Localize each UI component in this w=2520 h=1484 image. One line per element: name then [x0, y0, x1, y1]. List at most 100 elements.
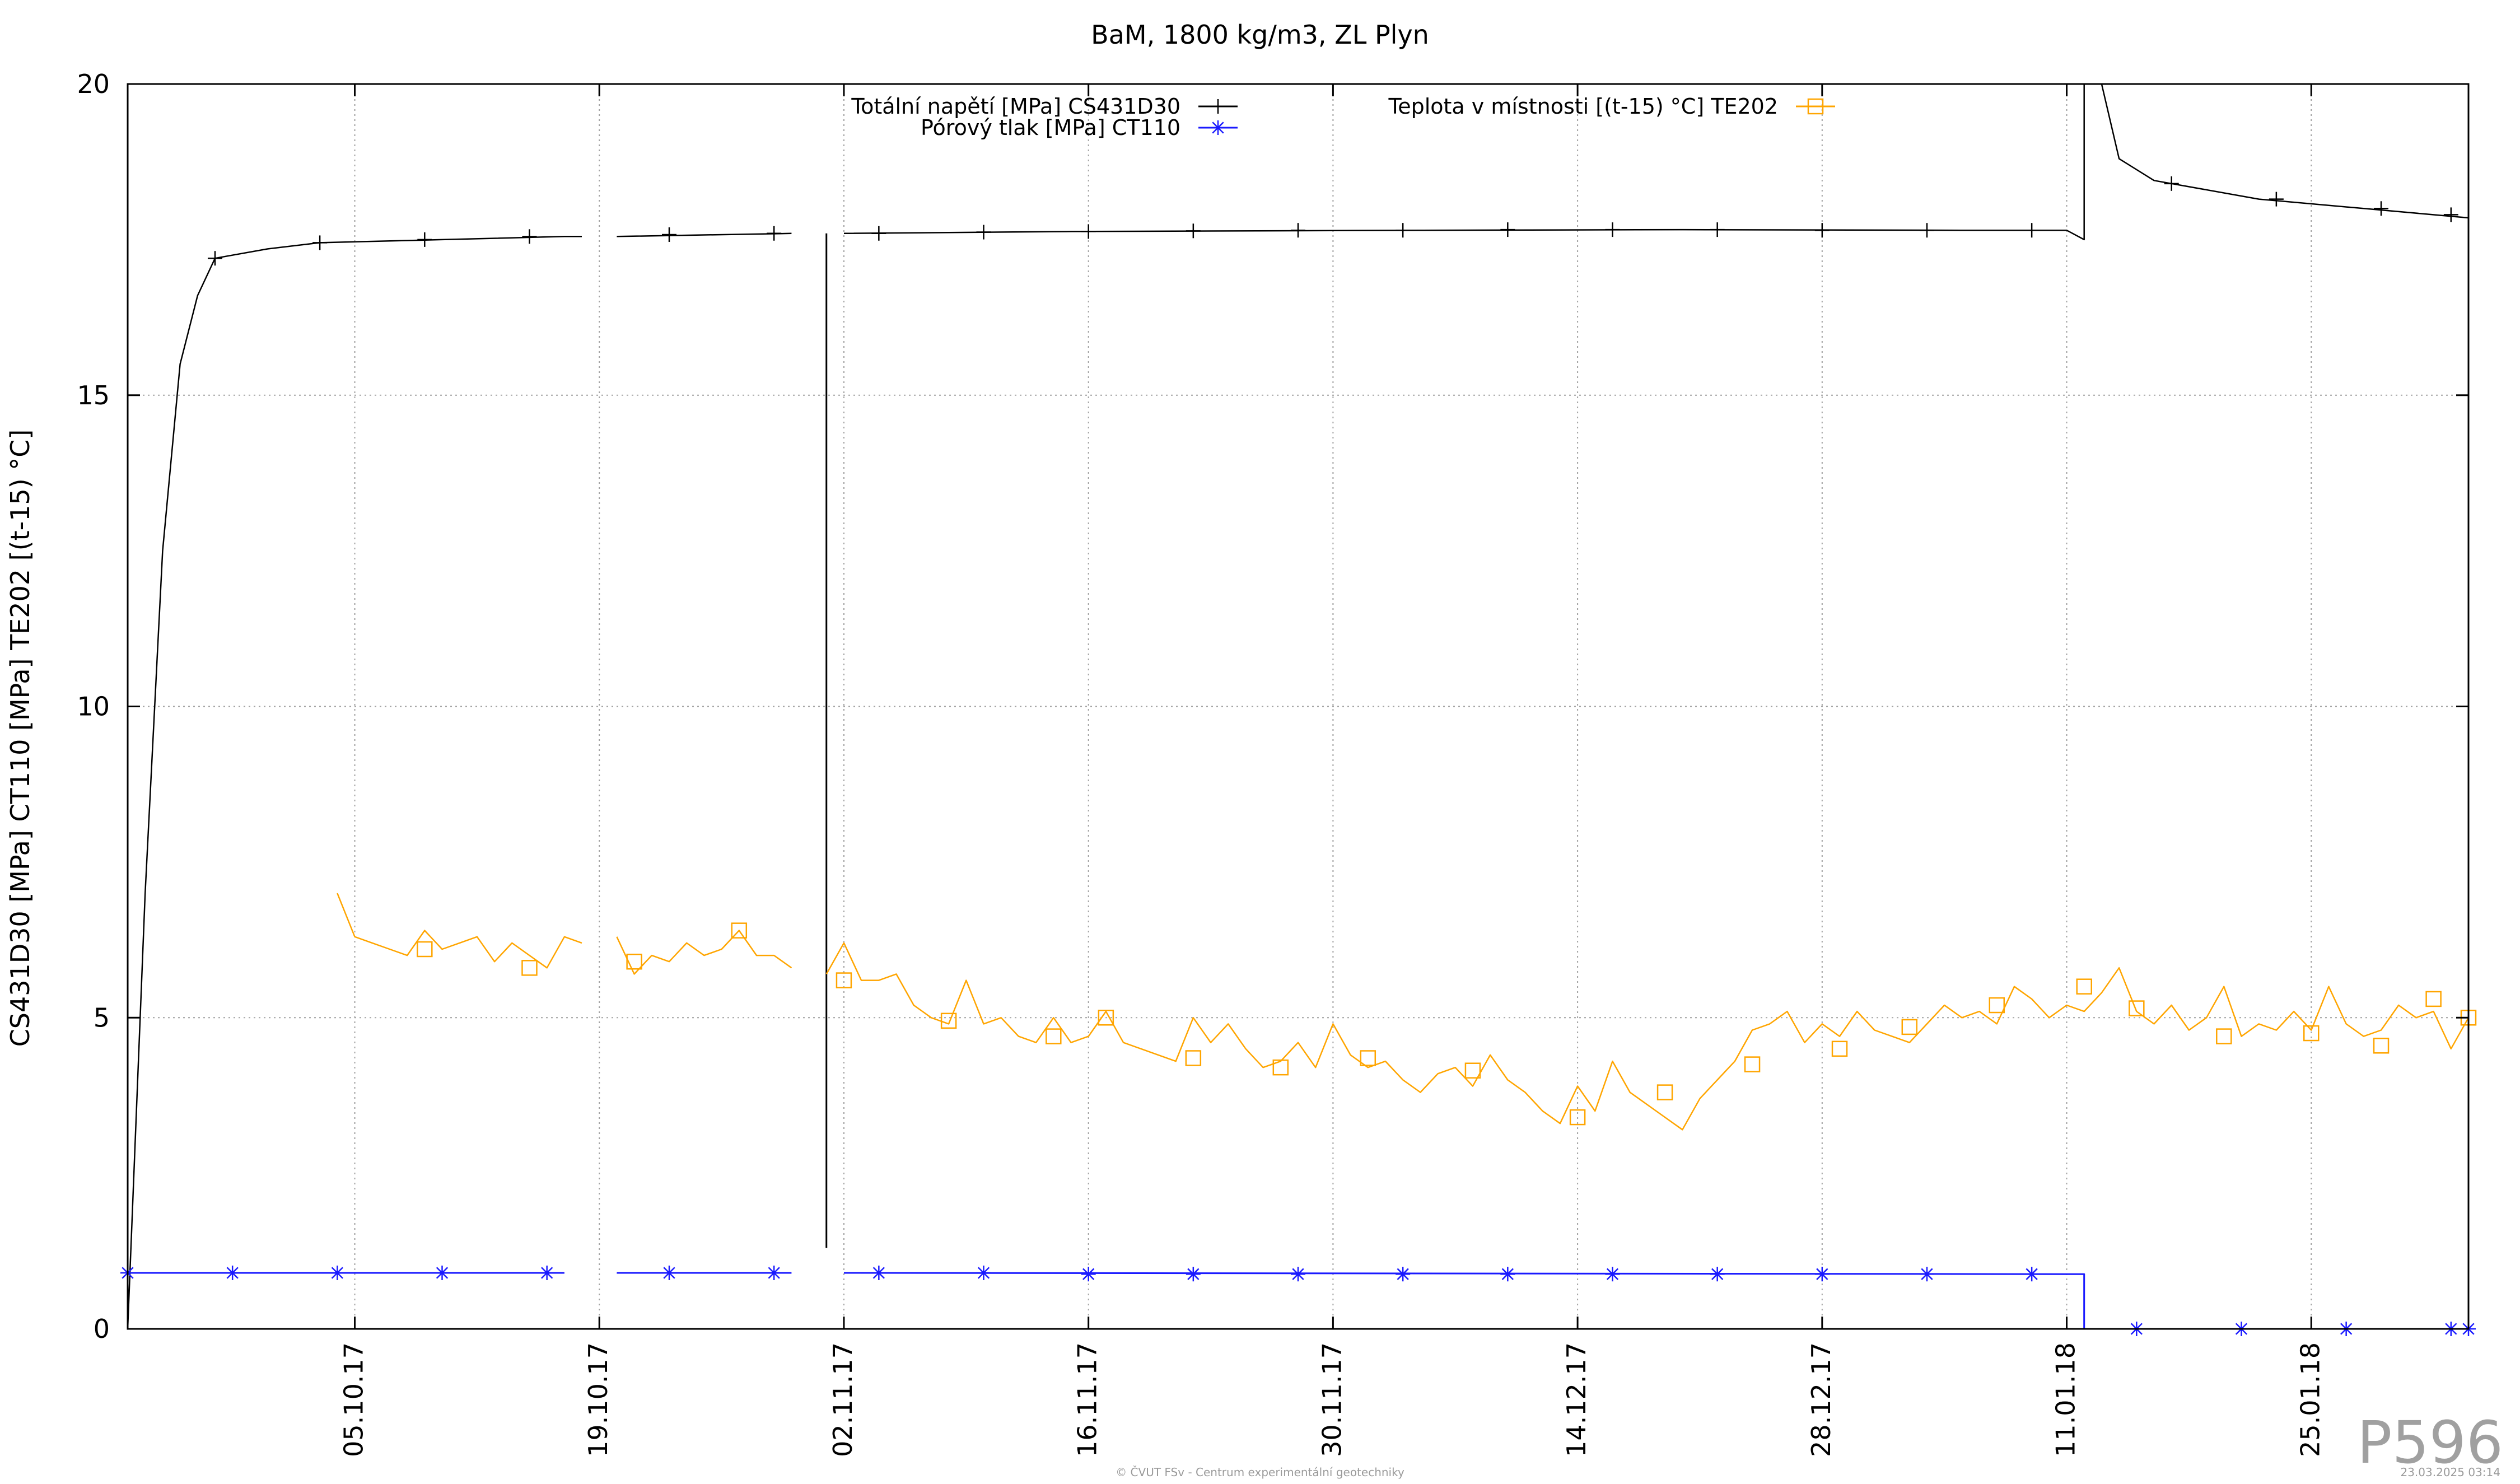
series-2-point-stroke	[2129, 1000, 2145, 1016]
series-0-point	[2024, 223, 2040, 238]
series-2-point	[1989, 997, 2005, 1014]
series-1-point-stroke	[436, 1267, 449, 1279]
legend-entry-0: Totální napětí [MPa] CS431D30	[851, 94, 1238, 119]
legend-entry-label: Totální napětí [MPa] CS431D30	[851, 94, 1180, 119]
series-2-point	[2303, 1025, 2320, 1042]
series-1-point-stroke	[1921, 1268, 1933, 1280]
series-0	[127, 83, 2470, 1329]
legend-entry-2: Teplota v místnosti [(t-15) °C] TE202	[1388, 94, 1835, 119]
series-2-point	[417, 941, 433, 958]
series-1-point-stroke	[1501, 1268, 1514, 1280]
series-0-point	[1396, 223, 1411, 238]
y-tick-label: 5	[94, 1002, 110, 1033]
y-tick-label: 20	[77, 69, 110, 99]
legend-entry-label: Pórový tlak [MPa] CT110	[921, 115, 1180, 140]
series-2-point	[836, 972, 852, 988]
series-2-point	[1744, 1056, 1761, 1072]
series-1-point-stroke	[1082, 1268, 1095, 1280]
series-2-point-stroke	[1046, 1028, 1062, 1044]
series-1-point	[1186, 1267, 1201, 1282]
series-2-point-stroke	[836, 972, 852, 988]
series-2-point-stroke	[2216, 1028, 2232, 1044]
y-axis-label: CS431D30 [MPa] CT110 [MPa] TE202 [(t-15)…	[5, 430, 35, 1047]
series-2	[337, 893, 2477, 1131]
series-1-point	[539, 1265, 554, 1280]
series-2-point-stroke	[2303, 1025, 2320, 1042]
series-2-point	[1656, 1084, 1673, 1100]
legend-entry-marker-stroke	[1807, 98, 1824, 115]
series-0-point	[1814, 223, 1830, 238]
y-tick-label: 15	[77, 380, 110, 410]
series-2-point-stroke	[2425, 991, 2442, 1007]
series-1-point	[1605, 1267, 1620, 1282]
series-2-point-stroke	[1989, 997, 2005, 1014]
series-2-point	[2373, 1038, 2390, 1054]
series-2-point-stroke	[1098, 1010, 1114, 1026]
series-2-point-stroke	[1464, 1062, 1481, 1079]
series-0-point	[1500, 222, 1515, 237]
series-2-point	[1464, 1062, 1481, 1079]
series-2-point-stroke	[626, 953, 642, 970]
series-1-point-stroke	[663, 1267, 675, 1279]
series-2-point-stroke	[1185, 1050, 1202, 1066]
series-1-point	[767, 1265, 782, 1280]
series-0-point	[522, 229, 537, 244]
series-0-point	[871, 226, 886, 241]
series-1-point	[1081, 1267, 1096, 1282]
x-tick-label: 28.12.17	[1806, 1342, 1836, 1457]
plot-series	[120, 83, 2477, 1336]
series-1-point	[435, 1265, 450, 1280]
series-2-point-stroke	[1831, 1040, 1848, 1057]
y-tick-label: 0	[94, 1314, 110, 1344]
footer-timestamp: 23.03.2025 03:14	[2400, 1466, 2500, 1479]
legend-entry-1: Pórový tlak [MPa] CT110	[921, 115, 1238, 140]
series-2-point	[1360, 1050, 1376, 1066]
series-2-point	[1098, 1010, 1114, 1026]
grid-lines	[128, 84, 2468, 1329]
series-2-point-stroke	[2076, 978, 2092, 995]
x-tick-label: 11.01.18	[2051, 1342, 2081, 1457]
series-1-point	[1291, 1267, 1305, 1282]
series-0-point	[1291, 223, 1305, 238]
watermark-label: P596	[2357, 1408, 2503, 1477]
series-0-point	[976, 225, 991, 240]
series-2-point	[1046, 1028, 1062, 1044]
series-1-point	[871, 1265, 886, 1280]
x-axis-ticks: 05.10.17 19.10.17 02.11.17 16.11.17 30.11.17…	[339, 84, 2325, 1457]
series-1-point-stroke	[226, 1267, 239, 1279]
legend-entry-marker-stroke	[1212, 122, 1224, 134]
series-2-point-stroke	[1360, 1050, 1376, 1066]
series-1-point	[662, 1265, 677, 1280]
x-tick-label: 19.10.17	[583, 1342, 613, 1457]
series-0-point	[417, 232, 432, 247]
series-2-point-stroke	[940, 1012, 957, 1029]
series-0-point	[662, 227, 677, 242]
legend-entry-label: Teplota v místnosti [(t-15) °C] TE202	[1388, 94, 1778, 119]
series-1-point	[1814, 1267, 1830, 1282]
series-0-point	[1081, 224, 1096, 239]
series-2-point	[626, 953, 642, 970]
series-2-point	[2129, 1000, 2145, 1016]
series-2-point-stroke	[731, 922, 748, 939]
series-2-point-stroke	[417, 941, 433, 958]
series-0-point	[2164, 176, 2179, 191]
series-0-point	[2443, 207, 2458, 222]
series-1-point-stroke	[1397, 1268, 1409, 1280]
series-2-point	[2076, 978, 2092, 995]
chart-title: BaM, 1800 kg/m3, ZL Plyn	[1091, 20, 1429, 50]
series-2-point	[1901, 1019, 1918, 1035]
series-2-point-stroke	[521, 960, 538, 976]
series-2-point	[1185, 1050, 1202, 1066]
legend-entry-marker	[1211, 99, 1225, 114]
series-1-point-stroke	[541, 1267, 553, 1279]
series-1-point-stroke	[1816, 1268, 1828, 1280]
series-1-point-stroke	[1187, 1268, 1200, 1280]
series-2-point	[2216, 1028, 2232, 1044]
series-1-point-stroke	[1606, 1268, 1619, 1280]
series-2-point	[1569, 1109, 1586, 1126]
series-2-point	[940, 1012, 957, 1029]
series-0-point	[207, 251, 222, 266]
series-1-point-stroke	[1711, 1268, 1724, 1280]
